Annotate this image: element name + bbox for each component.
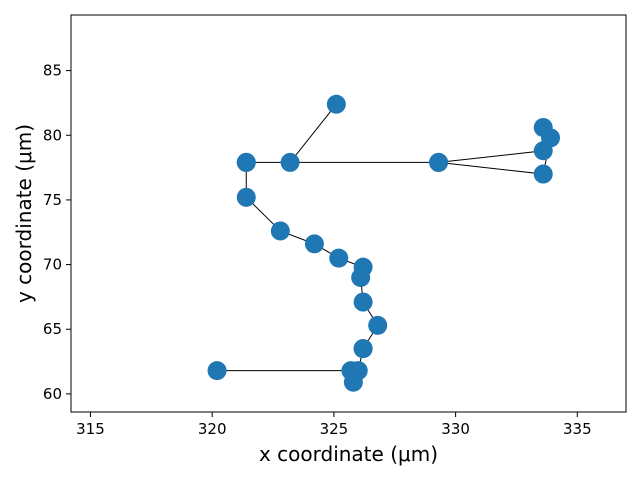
x-axis-ticks: 315 320 325 330 335 bbox=[76, 412, 592, 438]
data-point bbox=[429, 152, 449, 172]
y-tick-label: 60 bbox=[43, 385, 62, 403]
y-tick-label: 80 bbox=[43, 126, 62, 144]
trajectory-points bbox=[207, 94, 561, 392]
data-point bbox=[341, 361, 361, 381]
data-point bbox=[280, 152, 300, 172]
y-axis-ticks: 60 65 70 75 80 85 bbox=[43, 62, 71, 403]
data-point bbox=[353, 292, 373, 312]
y-axis-label: y coordinate (μm) bbox=[12, 124, 36, 303]
data-point bbox=[304, 234, 324, 254]
data-point bbox=[236, 152, 256, 172]
y-tick-label: 85 bbox=[43, 62, 62, 80]
x-tick-label: 325 bbox=[320, 420, 349, 438]
data-point bbox=[326, 94, 346, 114]
x-axis-label: x coordinate (μm) bbox=[259, 442, 438, 466]
x-tick-label: 330 bbox=[441, 420, 470, 438]
data-point bbox=[351, 268, 371, 288]
data-point bbox=[533, 164, 553, 184]
data-point bbox=[541, 128, 561, 148]
y-tick-label: 75 bbox=[43, 191, 62, 209]
data-point bbox=[270, 221, 290, 241]
x-tick-label: 315 bbox=[76, 420, 105, 438]
y-tick-label: 65 bbox=[43, 320, 62, 338]
data-point bbox=[329, 248, 349, 268]
x-tick-label: 335 bbox=[563, 420, 592, 438]
data-point bbox=[207, 361, 227, 381]
data-point bbox=[236, 187, 256, 207]
y-tick-label: 70 bbox=[43, 256, 62, 274]
data-point bbox=[353, 339, 373, 359]
plot-area bbox=[71, 15, 626, 412]
x-tick-label: 320 bbox=[198, 420, 227, 438]
data-point bbox=[368, 315, 388, 335]
plot-frame bbox=[70, 14, 627, 413]
